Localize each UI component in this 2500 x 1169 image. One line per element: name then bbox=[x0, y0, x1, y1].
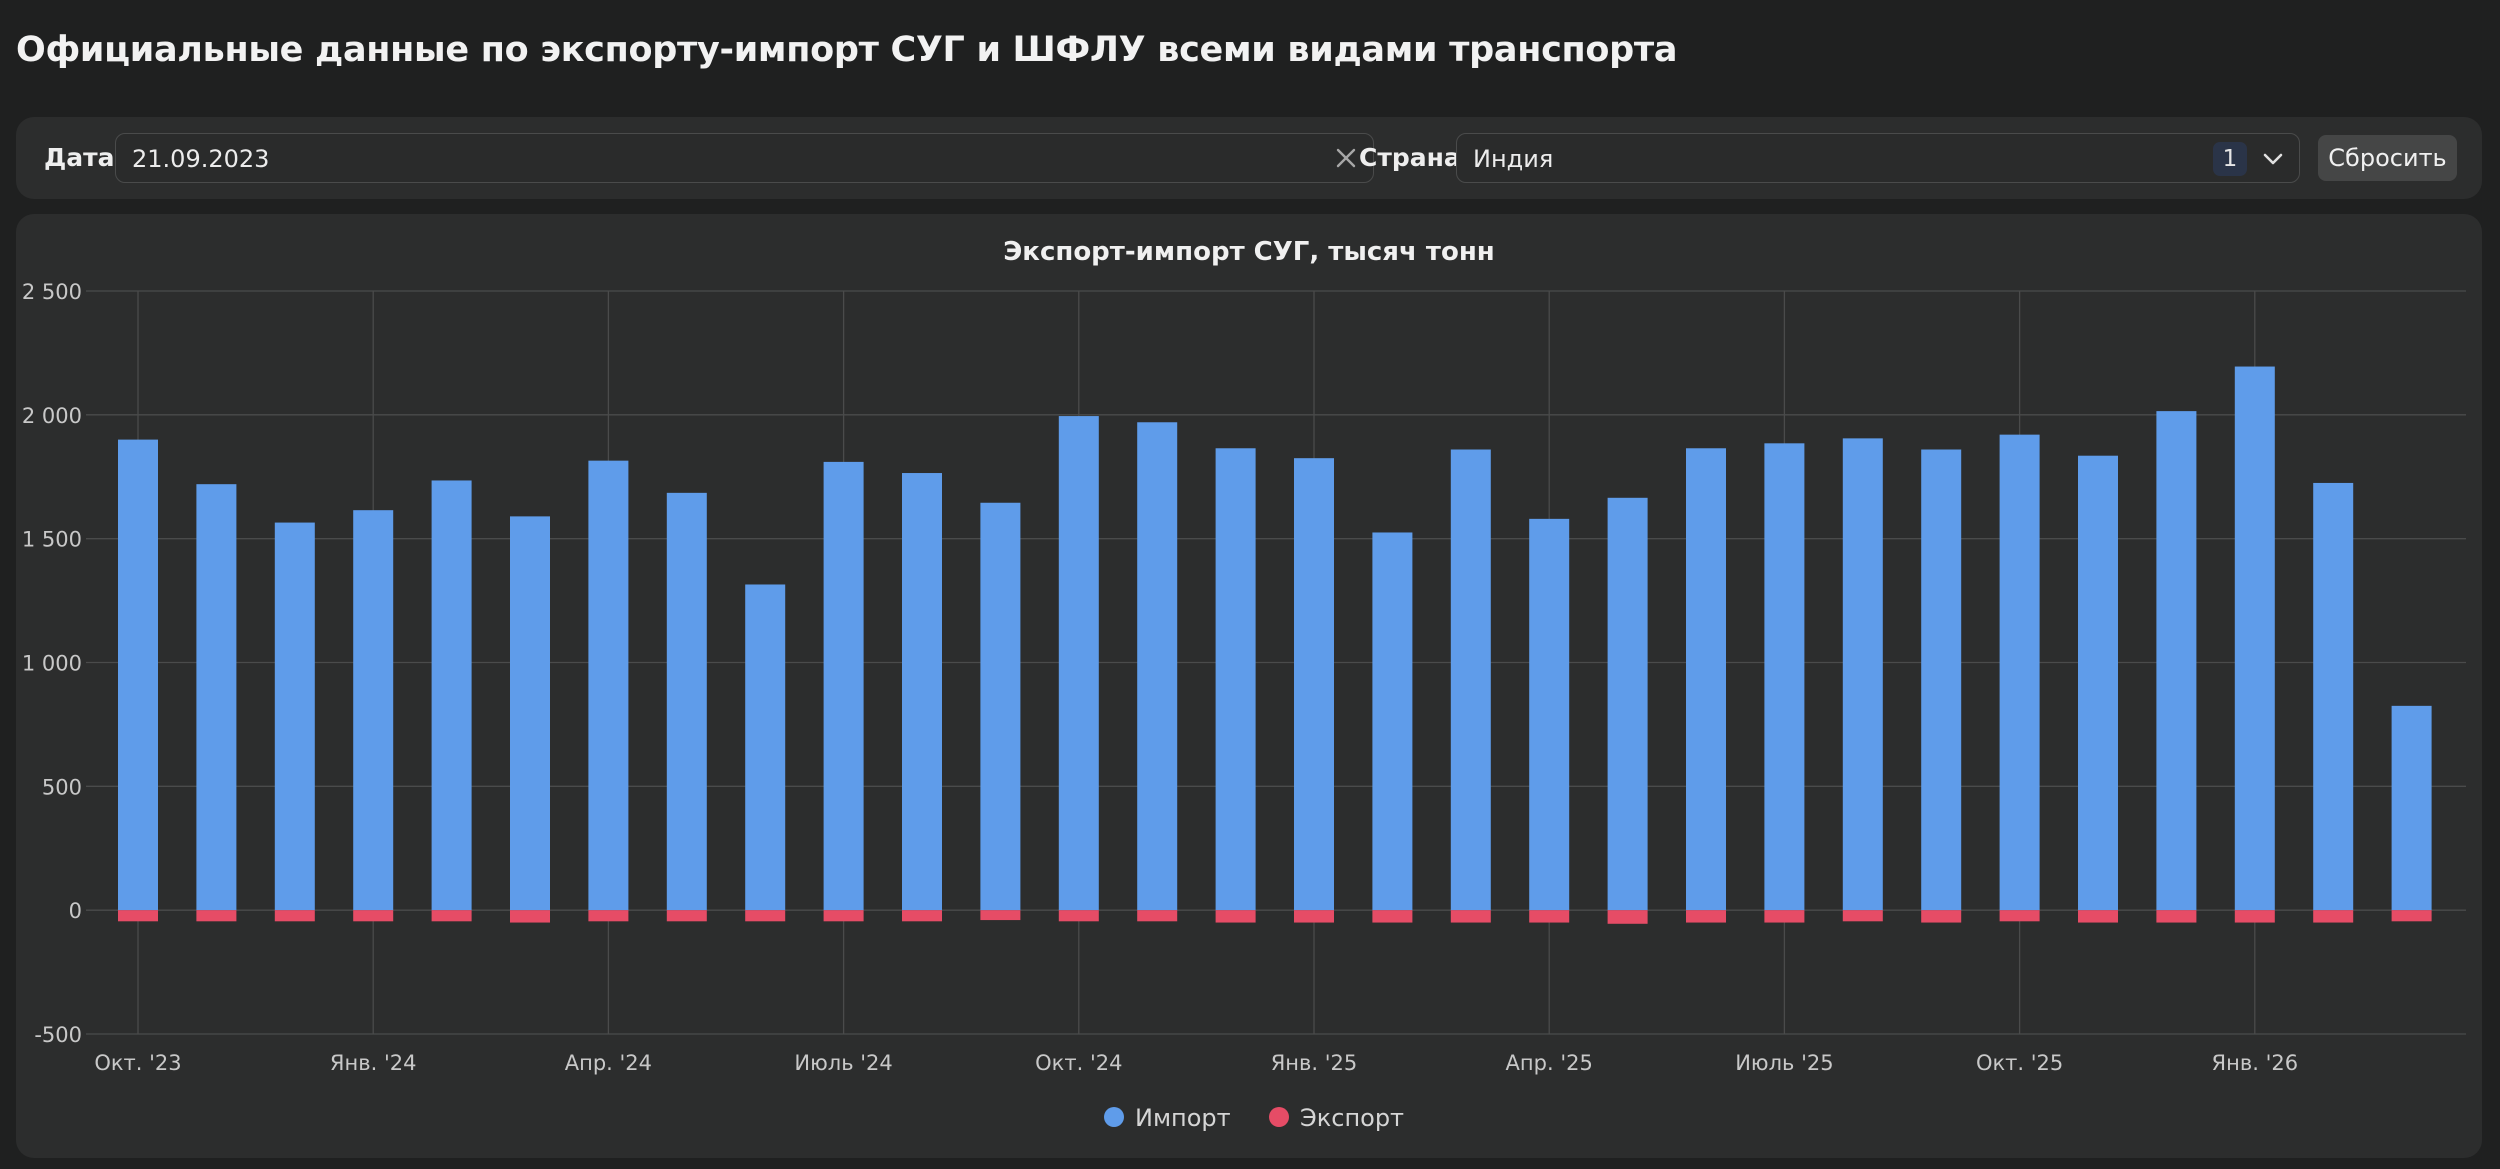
country-select[interactable]: Индия 1 bbox=[1456, 133, 2300, 183]
x-tick-label: Окт. '24 bbox=[1035, 1051, 1122, 1075]
import-bar bbox=[1372, 532, 1413, 911]
export-bar bbox=[1372, 910, 1413, 923]
export-bar bbox=[1058, 910, 1099, 922]
export-bar bbox=[1215, 910, 1256, 923]
x-tick-label: Июль '24 bbox=[794, 1051, 892, 1075]
export-bar bbox=[274, 910, 315, 922]
import-bar bbox=[666, 492, 707, 911]
x-tick-label: Янв. '25 bbox=[1271, 1051, 1358, 1075]
date-value: 21.09.2023 bbox=[132, 145, 270, 173]
export-bar bbox=[1450, 910, 1491, 923]
export-bar bbox=[353, 910, 394, 922]
date-label: Дата bbox=[44, 143, 115, 172]
export-bar bbox=[431, 910, 472, 922]
selected-count-badge: 1 bbox=[2213, 142, 2247, 176]
export-bar bbox=[1294, 910, 1334, 923]
import-bar bbox=[1764, 443, 1805, 911]
import-bar bbox=[2313, 482, 2354, 911]
import-bar bbox=[1529, 518, 1570, 911]
y-tick-label: -500 bbox=[34, 1023, 82, 1047]
legend-label: Экспорт bbox=[1300, 1104, 1404, 1132]
y-tick-label: 500 bbox=[42, 775, 82, 799]
x-tick-label: Апр. '25 bbox=[1506, 1051, 1593, 1075]
import-bar bbox=[2156, 411, 2197, 911]
legend-label: Импорт bbox=[1135, 1104, 1231, 1132]
chart-panel: Экспорт-импорт СУГ, тысяч тонн -500 0 500 1… bbox=[16, 214, 2482, 1158]
reset-button[interactable]: Сбросить bbox=[2318, 135, 2457, 181]
export-bar bbox=[2313, 910, 2354, 923]
x-tick-label: Апр. '24 bbox=[565, 1051, 652, 1075]
date-field[interactable]: 21.09.2023 bbox=[115, 133, 1374, 183]
export-bar bbox=[666, 910, 707, 922]
export-bar bbox=[2391, 910, 2432, 922]
import-bar bbox=[1686, 448, 1726, 911]
import-bar bbox=[118, 439, 158, 911]
import-bar bbox=[1607, 497, 1648, 911]
export-bar bbox=[902, 910, 942, 922]
y-tick-label: 1 500 bbox=[22, 528, 82, 552]
legend-swatch bbox=[1269, 1107, 1289, 1127]
import-bar bbox=[1921, 449, 1962, 911]
import-bar bbox=[2078, 455, 2118, 911]
import-bar bbox=[1842, 438, 1883, 911]
x-tick-label: Янв. '26 bbox=[2212, 1051, 2299, 1075]
export-bar bbox=[1764, 910, 1805, 923]
import-bar bbox=[1999, 434, 2040, 911]
y-tick-label: 0 bbox=[69, 899, 82, 923]
y-tick-label: 2 500 bbox=[22, 280, 82, 304]
import-bar bbox=[1215, 448, 1256, 911]
country-value: Индия bbox=[1473, 145, 1554, 173]
export-bar bbox=[1686, 910, 1726, 923]
export-bar bbox=[1921, 910, 1962, 923]
x-tick-label: Июль '25 bbox=[1735, 1051, 1833, 1075]
import-bar bbox=[1137, 422, 1178, 911]
export-bar bbox=[1529, 910, 1570, 923]
import-bar bbox=[274, 522, 315, 911]
import-bar bbox=[353, 510, 394, 911]
export-bar bbox=[1842, 910, 1883, 922]
y-tick-label: 1 000 bbox=[22, 652, 82, 676]
y-tick-label: 2 000 bbox=[22, 404, 82, 428]
export-bar bbox=[2156, 910, 2197, 923]
export-bar bbox=[1607, 910, 1648, 924]
import-bar bbox=[1294, 458, 1334, 911]
filter-panel: Дата 21.09.2023 Страна Индия 1 Сбросить bbox=[16, 117, 2482, 199]
x-tick-label: Янв. '24 bbox=[330, 1051, 417, 1075]
export-bar bbox=[980, 910, 1021, 921]
country-label: Страна bbox=[1359, 143, 1461, 172]
export-bar bbox=[588, 910, 629, 922]
export-bar bbox=[1137, 910, 1178, 922]
import-bar bbox=[823, 461, 864, 911]
page-title: Официальные данные по экспорту-импорт СУ… bbox=[16, 30, 1678, 70]
import-bar bbox=[2391, 705, 2432, 911]
export-bar bbox=[823, 910, 864, 922]
close-icon[interactable] bbox=[1335, 147, 1357, 169]
import-bar bbox=[1450, 449, 1491, 911]
import-bar bbox=[431, 480, 472, 911]
import-bar bbox=[2234, 366, 2275, 911]
lpg-export-import-chart: Экспорт-импорт СУГ, тысяч тонн -500 0 500 1… bbox=[22, 237, 2466, 1132]
chevron-down-icon[interactable] bbox=[2261, 147, 2285, 171]
export-bar bbox=[510, 910, 550, 923]
export-bar bbox=[2078, 910, 2118, 923]
import-bar bbox=[902, 473, 942, 911]
import-bar bbox=[745, 584, 786, 911]
import-bar bbox=[980, 502, 1021, 911]
export-bar bbox=[2234, 910, 2275, 923]
x-tick-label: Окт. '23 bbox=[94, 1051, 181, 1075]
import-bar bbox=[1058, 416, 1099, 911]
legend-swatch bbox=[1104, 1107, 1124, 1127]
chart-title: Экспорт-импорт СУГ, тысяч тонн bbox=[1003, 237, 1495, 267]
export-bar bbox=[118, 910, 158, 922]
x-tick-label: Окт. '25 bbox=[1976, 1051, 2063, 1075]
import-bar bbox=[196, 484, 237, 911]
export-bar bbox=[196, 910, 237, 922]
import-bar bbox=[510, 516, 550, 911]
export-bar bbox=[745, 910, 786, 922]
export-bar bbox=[1999, 910, 2040, 922]
import-bar bbox=[588, 460, 629, 911]
